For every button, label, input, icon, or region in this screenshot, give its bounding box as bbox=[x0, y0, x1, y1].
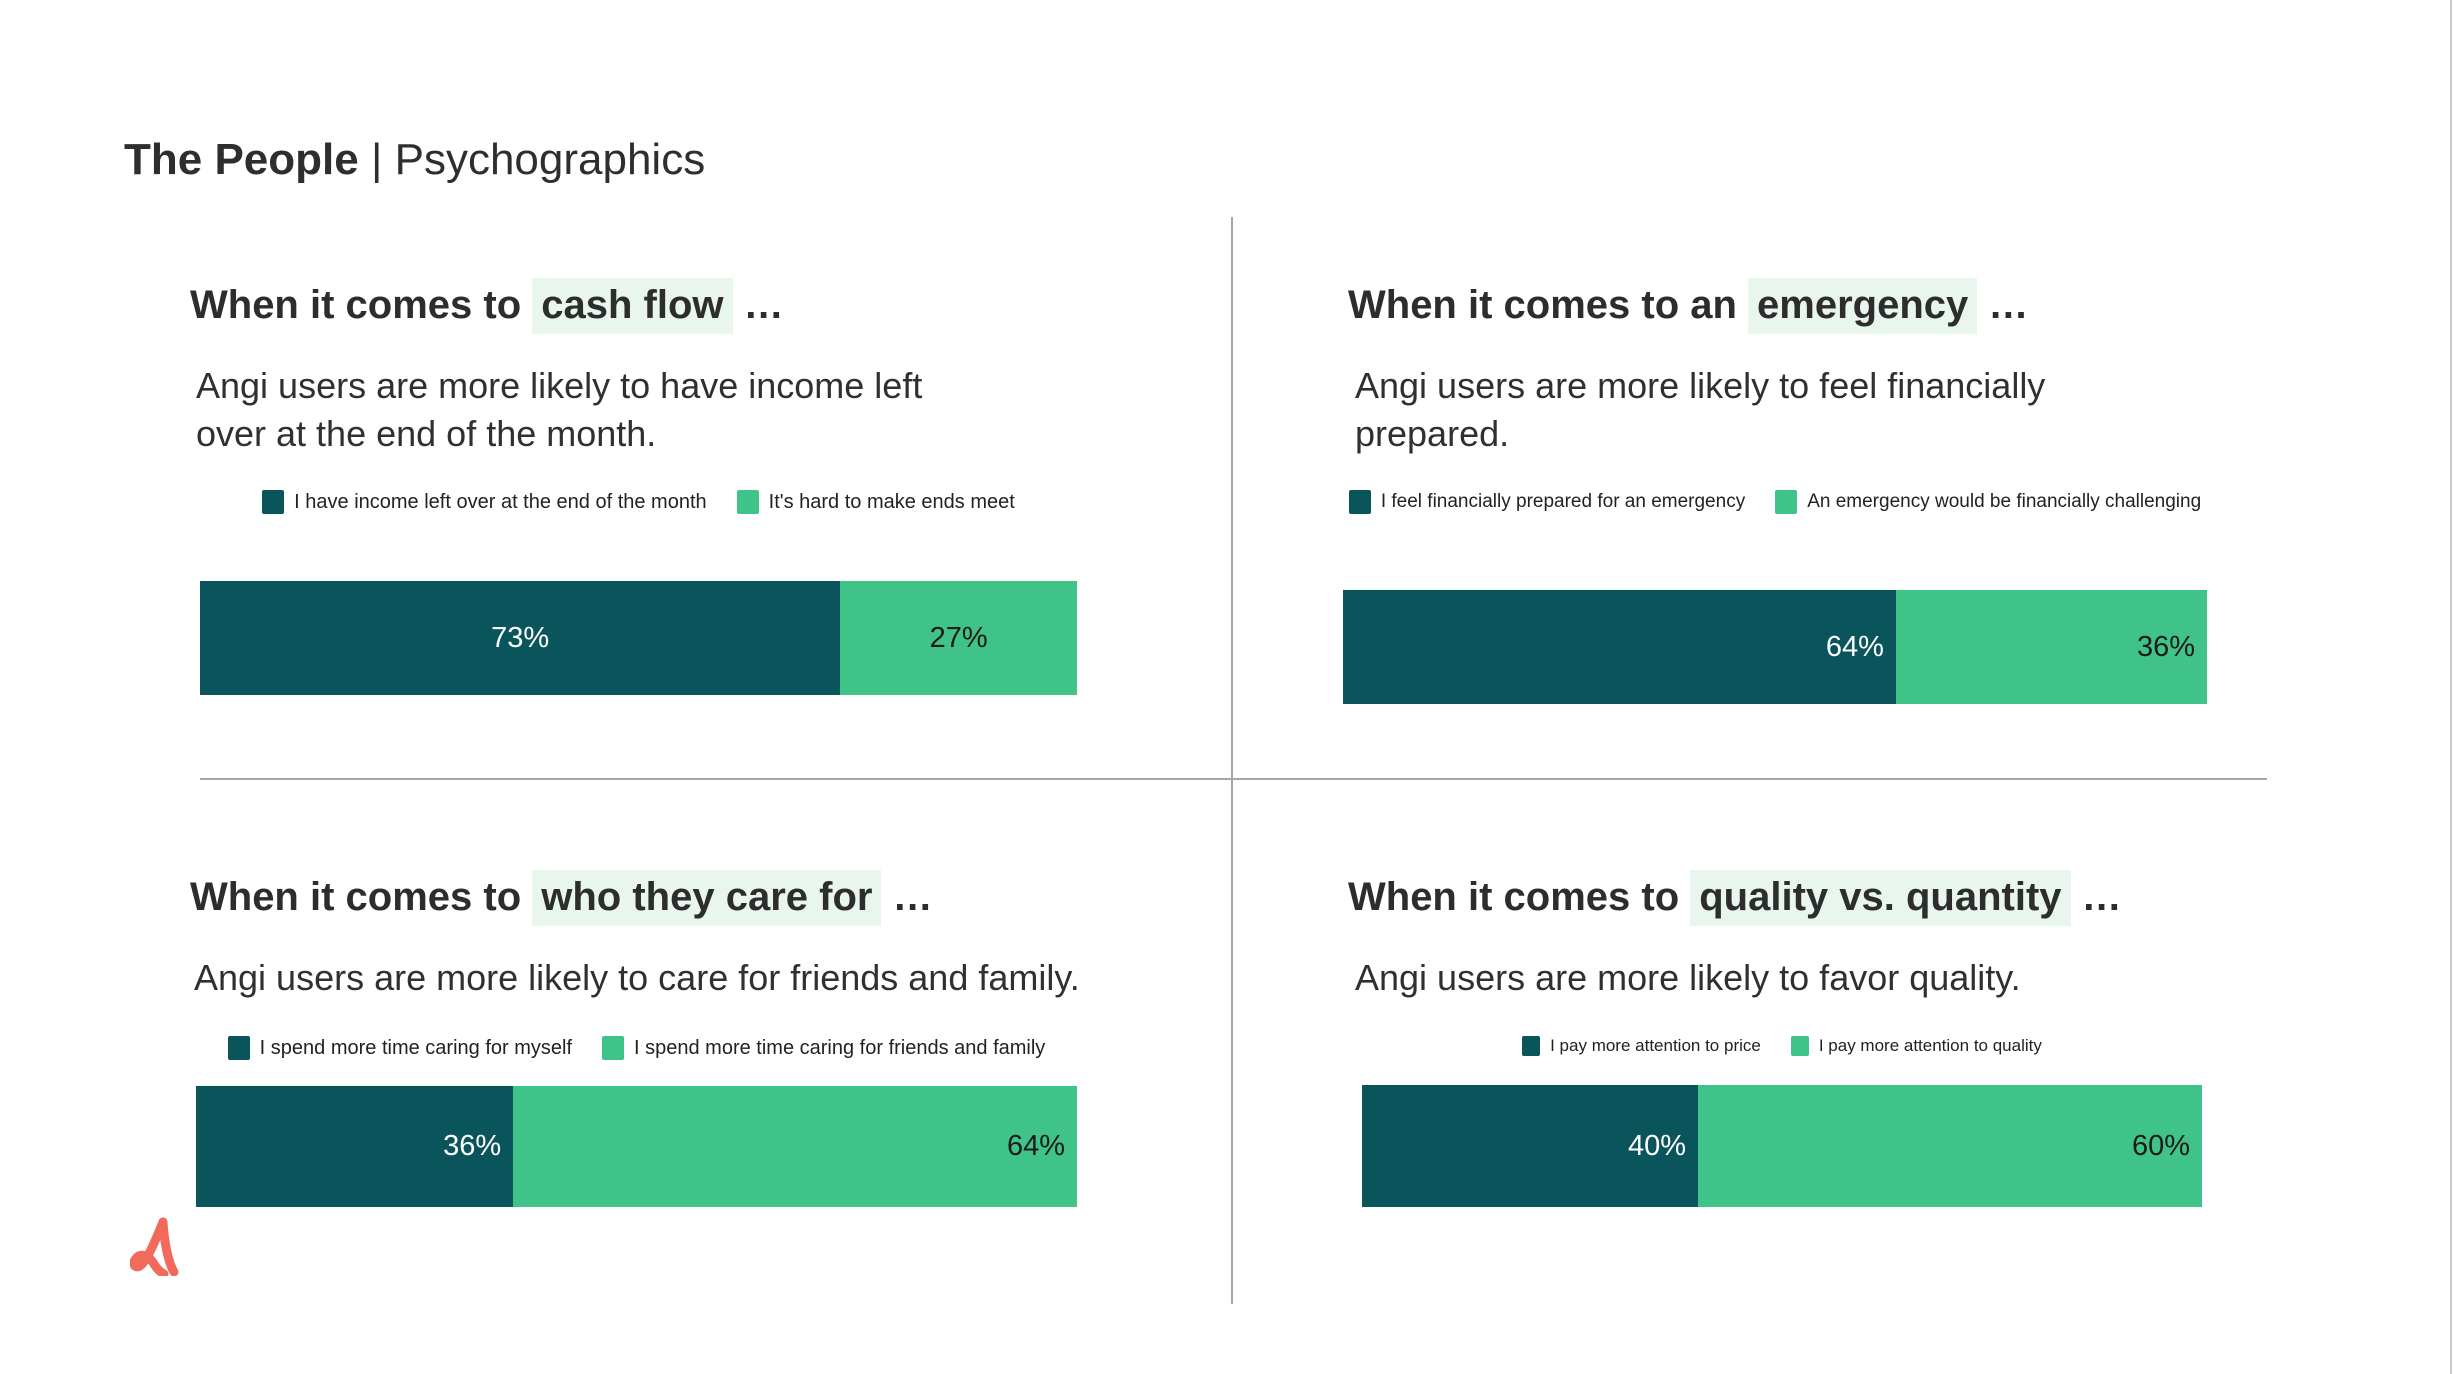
legend-item: I spend more time caring for friends and… bbox=[602, 1036, 1045, 1060]
stacked-bar: 64% 36% bbox=[1343, 590, 2207, 704]
legend-label: An emergency would be financially challe… bbox=[1807, 491, 2202, 512]
quadrant-who-they-care-for: When it comes to who they care for … Ang… bbox=[190, 870, 1230, 1207]
subtitle-line: prepared. bbox=[1355, 413, 1510, 454]
page-title: The People | Psychographics bbox=[124, 134, 705, 186]
chart-legend: I spend more time caring for myself I sp… bbox=[196, 1036, 1077, 1060]
bar-value-label: 36% bbox=[443, 1130, 502, 1162]
legend-swatch-green bbox=[602, 1036, 625, 1060]
quadrant-emergency: When it comes to an emergency … Angi use… bbox=[1343, 278, 2243, 704]
legend-label: I feel financially prepared for an emerg… bbox=[1380, 491, 1746, 512]
bar-segment-green: 60% bbox=[1698, 1085, 2202, 1207]
stacked-bar: 36% 64% bbox=[196, 1086, 1077, 1207]
subtitle-line: Angi users are more likely to care for f… bbox=[194, 957, 1080, 998]
chart-subtitle: Angi users are more likely to care for f… bbox=[194, 954, 1230, 1002]
horizontal-divider bbox=[200, 778, 2267, 780]
legend-label: I spend more time caring for friends and… bbox=[634, 1036, 1046, 1059]
vertical-divider bbox=[1231, 217, 1233, 1304]
legend-label: It's hard to make ends meet bbox=[768, 490, 1015, 513]
legend-label: I pay more attention to quality bbox=[1818, 1036, 2042, 1055]
bar-value-label: 64% bbox=[1825, 630, 1884, 663]
legend-swatch-teal bbox=[1522, 1036, 1541, 1056]
page-title-regular: | Psychographics bbox=[370, 135, 706, 184]
chart-title: When it comes to quality vs. quantity … bbox=[1348, 870, 2248, 926]
chart-title-prefix: When it comes to bbox=[1348, 875, 1691, 919]
page-title-bold: The People bbox=[124, 135, 359, 184]
bar-segment-green: 64% bbox=[513, 1086, 1077, 1207]
chart-title-highlight: cash flow bbox=[532, 278, 733, 334]
chart-title-highlight: who they care for bbox=[532, 870, 882, 926]
bar-segment-green: 36% bbox=[1895, 590, 2207, 704]
legend-item: I have income left over at the end of th… bbox=[262, 490, 707, 514]
legend-item: I spend more time caring for myself bbox=[227, 1036, 573, 1060]
legend-item: It's hard to make ends meet bbox=[736, 490, 1015, 514]
bar-value-label: 36% bbox=[2136, 630, 2195, 663]
chart-subtitle: Angi users are more likely to feel finan… bbox=[1355, 362, 2243, 458]
chart-title: When it comes to an emergency … bbox=[1348, 278, 2243, 334]
chart-title: When it comes to cash flow … bbox=[190, 278, 1110, 334]
legend-swatch-teal bbox=[1348, 490, 1371, 514]
legend-swatch-green bbox=[1790, 1036, 1809, 1056]
chart-title-suffix: … bbox=[881, 875, 933, 919]
quadrant-quality-vs-quantity: When it comes to quality vs. quantity … … bbox=[1348, 870, 2248, 1207]
stacked-bar: 73% 27% bbox=[200, 581, 1077, 695]
bar-segment-teal: 36% bbox=[196, 1086, 514, 1207]
subtitle-line: over at the end of the month. bbox=[196, 413, 657, 454]
legend-label: I have income left over at the end of th… bbox=[294, 490, 707, 513]
legend-item: I pay more attention to quality bbox=[1790, 1036, 2042, 1056]
chart-title-highlight: quality vs. quantity bbox=[1690, 870, 2071, 926]
legend-item: An emergency would be financially challe… bbox=[1775, 490, 2201, 514]
angi-logo-icon bbox=[130, 1216, 184, 1276]
legend-label: I spend more time caring for myself bbox=[259, 1036, 573, 1059]
bar-value-label: 64% bbox=[1006, 1130, 1065, 1162]
legend-label: I pay more attention to price bbox=[1550, 1036, 1761, 1055]
bar-value-label: 60% bbox=[2131, 1129, 2190, 1162]
chart-title-highlight: emergency bbox=[1748, 278, 1978, 334]
bar-value-label: 40% bbox=[1627, 1129, 1686, 1162]
subtitle-line: Angi users are more likely to feel finan… bbox=[1355, 365, 2046, 406]
chart-title: When it comes to who they care for … bbox=[190, 870, 1230, 926]
chart-legend: I pay more attention to price I pay more… bbox=[1362, 1036, 2202, 1056]
chart-title-suffix: … bbox=[1977, 283, 2029, 327]
legend-item: I feel financially prepared for an emerg… bbox=[1348, 490, 1746, 514]
quadrant-cash-flow: When it comes to cash flow … Angi users … bbox=[190, 278, 1110, 695]
legend-swatch-teal bbox=[227, 1036, 250, 1060]
subtitle-line: Angi users are more likely to have incom… bbox=[196, 365, 923, 406]
slide-right-edge bbox=[2450, 0, 2452, 1374]
chart-title-suffix: … bbox=[2070, 875, 2122, 919]
legend-swatch-teal bbox=[262, 490, 285, 514]
chart-subtitle: Angi users are more likely to have incom… bbox=[196, 362, 1110, 458]
bar-segment-green: 27% bbox=[840, 581, 1077, 695]
subtitle-line: Angi users are more likely to favor qual… bbox=[1355, 957, 2021, 998]
bar-segment-teal: 40% bbox=[1362, 1085, 1698, 1207]
legend-swatch-green bbox=[1775, 490, 1798, 514]
chart-legend: I have income left over at the end of th… bbox=[200, 490, 1077, 514]
bar-value-label: 27% bbox=[929, 621, 988, 654]
chart-title-prefix: When it comes to an bbox=[1348, 283, 1749, 327]
legend-swatch-green bbox=[736, 490, 759, 514]
chart-legend: I feel financially prepared for an emerg… bbox=[1343, 490, 2207, 514]
stacked-bar: 40% 60% bbox=[1362, 1085, 2202, 1207]
chart-subtitle: Angi users are more likely to favor qual… bbox=[1355, 954, 2248, 1002]
legend-item: I pay more attention to price bbox=[1522, 1036, 1761, 1056]
bar-value-label: 73% bbox=[491, 621, 550, 654]
bar-segment-teal: 64% bbox=[1343, 590, 1896, 704]
chart-title-suffix: … bbox=[732, 283, 784, 327]
bar-segment-teal: 73% bbox=[200, 581, 841, 695]
chart-title-prefix: When it comes to bbox=[190, 875, 533, 919]
chart-title-prefix: When it comes to bbox=[190, 283, 533, 327]
